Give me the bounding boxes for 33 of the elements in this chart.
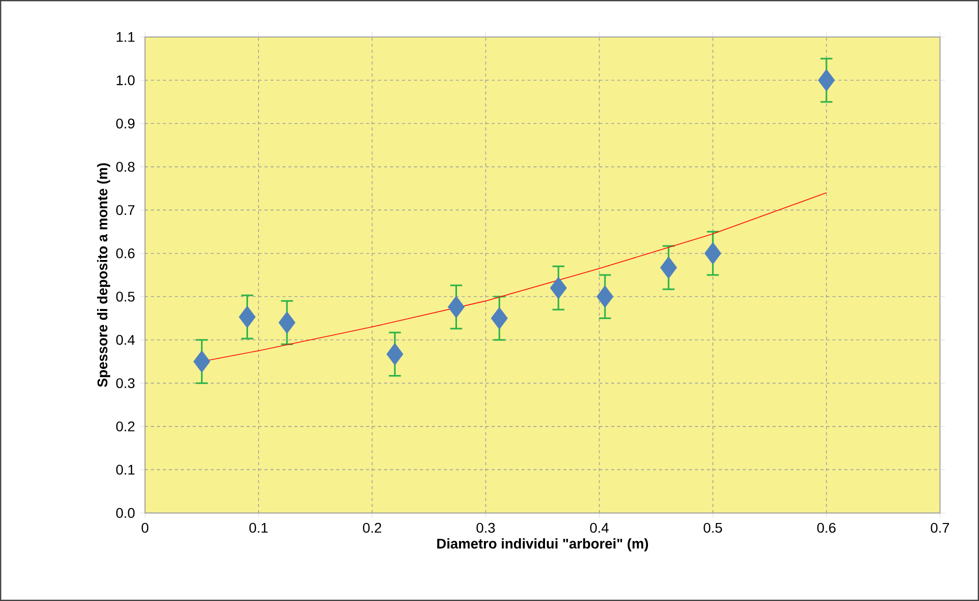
y-tick-label: 0.8 — [116, 162, 135, 172]
x-tick-label: 0.3 — [476, 522, 495, 533]
point — [386, 342, 404, 366]
x-tick-label: 0.4 — [590, 522, 609, 533]
y-axis-title: Spessore di deposito a monte (m) — [97, 163, 110, 387]
point — [596, 285, 614, 308]
y-tick-label: 1.1 — [116, 32, 134, 42]
y-tick-label: 0.5 — [116, 292, 135, 302]
y-tick-label: 0.1 — [116, 464, 134, 475]
point — [278, 311, 296, 334]
point — [238, 306, 256, 328]
point — [490, 307, 508, 330]
x-tick-label: 0.5 — [704, 522, 722, 533]
y-tick-label: 0.4 — [116, 334, 135, 345]
y-tick-label: 0.0 — [116, 508, 135, 518]
x-tick-label: 0.6 — [817, 522, 836, 533]
point — [818, 69, 835, 92]
x-tick-label: 0 — [142, 522, 148, 533]
x-tick-label: 0.7 — [930, 522, 950, 533]
y-tick-label: 0.9 — [116, 118, 134, 128]
y-tick-label: 1.0 — [116, 75, 135, 86]
point — [193, 350, 210, 373]
point — [448, 296, 465, 318]
y-tick-label: 0.2 — [116, 421, 134, 432]
point — [550, 276, 567, 300]
y-tick-label: 0.3 — [116, 378, 135, 388]
y-tick-label: 0.7 — [116, 205, 134, 216]
y-tick-label: 0.6 — [116, 248, 135, 258]
point — [660, 256, 678, 279]
x-tick-label: 0.1 — [249, 522, 268, 533]
point — [704, 242, 722, 265]
x-tick-label: 0.2 — [362, 522, 382, 533]
x-axis-title: Diametro individui "arborei" (m) — [437, 538, 648, 552]
